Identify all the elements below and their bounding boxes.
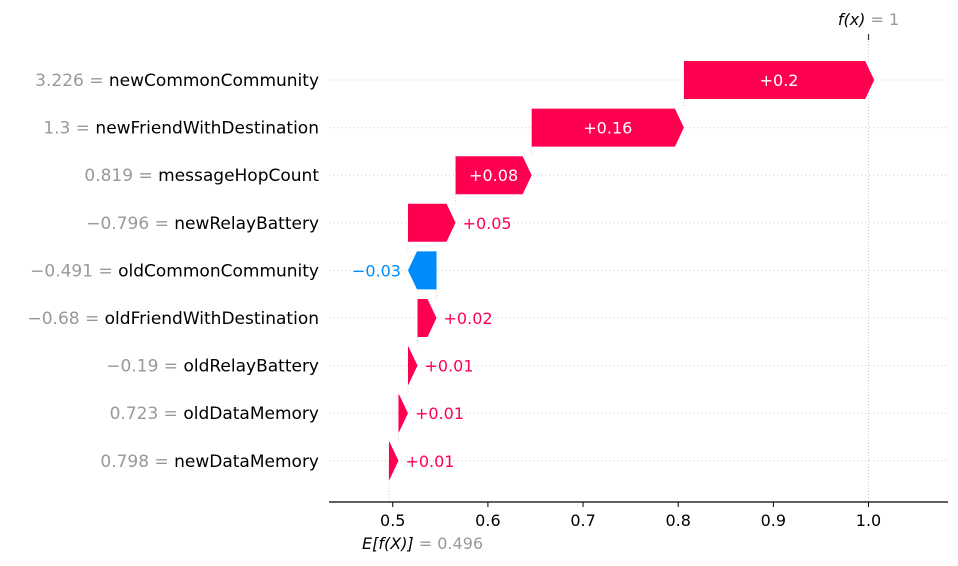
contribution-label: +0.02 [444,309,493,328]
x-tick-label: 0.9 [761,511,786,530]
final-value-label: f(x) = 1 [838,10,899,29]
feature-label: 3.226 = newCommonCommunity [35,71,319,91]
feature-label: −0.491 = oldCommonCommunity [30,261,319,281]
feature-label: −0.19 = oldRelayBattery [106,357,319,377]
feature-label: 1.3 = newFriendWithDestination [43,119,319,139]
feature-label: −0.68 = oldFriendWithDestination [28,309,320,329]
contribution-bar [683,61,875,99]
contribution-label: −0.03 [352,261,401,280]
x-tick-label: 0.7 [570,511,595,530]
x-tick-label: 0.6 [475,511,500,530]
feature-label: −0.796 = newRelayBattery [86,214,319,234]
contribution-bar [388,441,399,480]
contribution-bar [407,346,418,385]
feature-label: 0.723 = oldDataMemory [110,404,319,424]
feature-label: 0.819 = messageHopCount [84,166,319,186]
contribution-label: +0.01 [415,404,464,423]
base-value-label: E[f(X)] = 0.496 [362,534,483,553]
contribution-label: +0.01 [424,357,473,376]
contribution-label: +0.05 [463,214,512,233]
contribution-label: +0.16 [583,119,632,138]
contribution-label: +0.08 [469,166,518,185]
contribution-bar [455,156,532,195]
contribution-label: +0.01 [405,452,454,471]
contribution-bar [398,394,408,433]
contribution-bar [407,203,456,242]
x-tick-label: 1.0 [856,511,881,530]
feature-label: 0.798 = newDataMemory [100,452,319,472]
x-tick-label: 0.8 [665,511,690,530]
contribution-label: +0.2 [760,71,799,90]
contribution-bar [531,108,684,147]
contribution-bar [407,251,437,290]
contribution-bar [417,299,437,337]
x-tick-label: 0.5 [380,511,405,530]
